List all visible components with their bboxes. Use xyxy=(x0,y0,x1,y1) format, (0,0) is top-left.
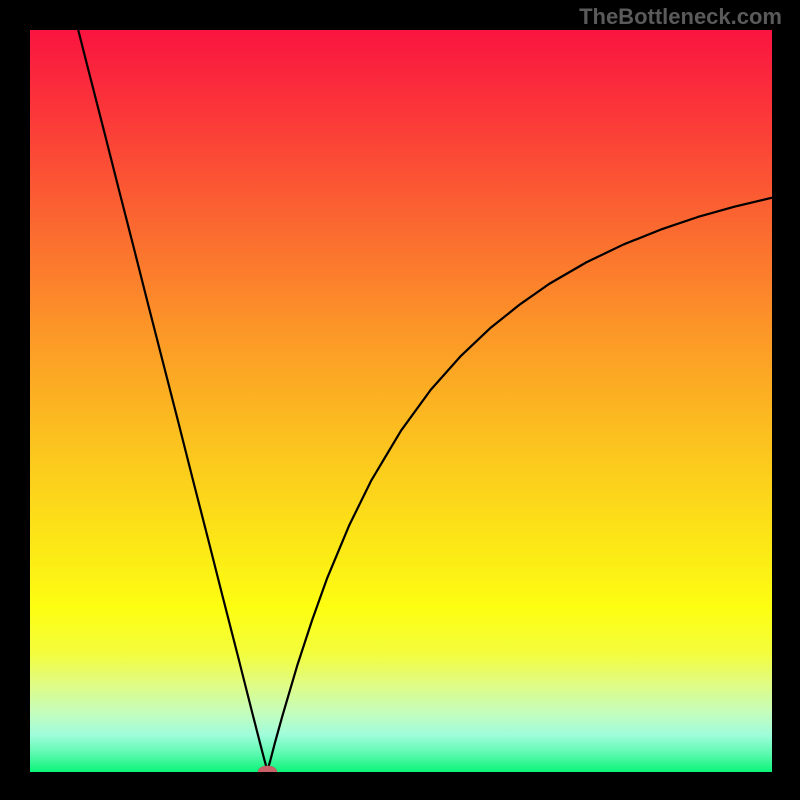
bottleneck-curve xyxy=(78,30,772,771)
chart-container: TheBottleneck.com xyxy=(0,0,800,800)
minimum-marker xyxy=(258,766,277,772)
watermark-text: TheBottleneck.com xyxy=(579,4,782,30)
plot-area xyxy=(30,30,772,772)
curve-layer xyxy=(30,30,772,772)
